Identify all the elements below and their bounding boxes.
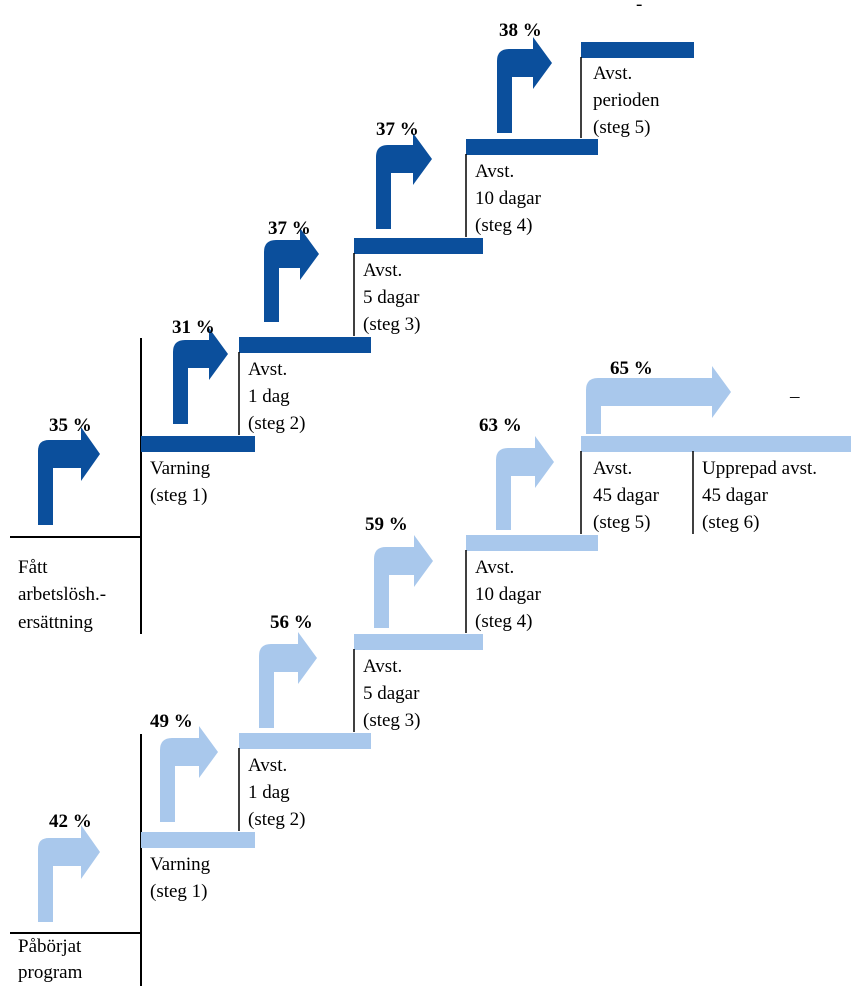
- lower-step-2-platform: [239, 733, 371, 749]
- lower-dash: –: [789, 386, 800, 407]
- upper-step-5-label: Avst. perioden (steg 5): [593, 63, 664, 138]
- lower-step-6-pct: 65 %: [610, 358, 653, 379]
- lower-step-3-platform: [354, 634, 483, 650]
- upper-arrow-3-icon: [264, 228, 319, 322]
- lower-arrow-4-icon: [374, 535, 433, 628]
- lower-start-label: Påbörjat program: [18, 936, 86, 983]
- upper-step-2-platform: [239, 337, 371, 353]
- upper-step-3-label: Avst. 5 dagar (steg 3): [363, 260, 424, 335]
- lower-step-5-label: Avst. 45 dagar (steg 5): [593, 458, 664, 533]
- lower-step-2-pct: 49 %: [150, 711, 193, 732]
- upper-step-1-pct: 35 %: [49, 415, 92, 436]
- lower-step-3-label: Avst. 5 dagar (steg 3): [363, 656, 424, 731]
- upper-arrow-1-icon: [38, 427, 100, 525]
- upper-step-2-label: Avst. 1 dag (steg 2): [248, 359, 306, 434]
- upper-step-4-platform: [466, 139, 598, 155]
- upper-step-5-platform: [581, 42, 694, 58]
- lower-step-2-label: Avst. 1 dag (steg 2): [248, 755, 306, 830]
- upper-arrow-2-icon: [173, 328, 228, 424]
- lower-step-3-pct: 56 %: [270, 612, 313, 633]
- lower-arrow-5-icon: [496, 436, 554, 530]
- lower-step-5-platform: [581, 436, 851, 452]
- upper-step-4-pct: 37 %: [376, 119, 419, 140]
- lower-step-1-platform: [141, 832, 255, 848]
- lower-arrow-3-icon: [259, 632, 317, 728]
- upper-arrow-5-icon: [497, 37, 552, 133]
- lower-arrow-2-icon: [160, 726, 218, 822]
- lower-step-5-pct: 63 %: [479, 415, 522, 436]
- upper-step-5-pct: 38 %: [499, 20, 542, 41]
- upper-step-1-label: Varning (steg 1): [150, 458, 215, 506]
- lower-step-4-pct: 59 %: [365, 514, 408, 535]
- lower-arrow-1-icon: [38, 825, 100, 922]
- upper-staircase: Fått arbetslösh.- ersättning 35 % 31 % 3…: [10, 0, 694, 634]
- upper-step-2-pct: 31 %: [172, 317, 215, 338]
- lower-arrow-6-icon: [586, 366, 731, 434]
- lower-step-1-pct: 42 %: [49, 811, 92, 832]
- lower-step-4-label: Avst. 10 dagar (steg 4): [475, 557, 546, 632]
- lower-step-4-platform: [466, 535, 598, 551]
- upper-arrow-4-icon: [376, 133, 432, 229]
- upper-step-1-platform: [141, 436, 255, 452]
- upper-start-label: Fått arbetslösh.- ersättning: [18, 557, 111, 633]
- lower-staircase: Påbörjat program 42 % 49 % 56 % 59 % 63 …: [10, 358, 851, 986]
- upper-step-3-platform: [354, 238, 483, 254]
- upper-step-3-pct: 37 %: [268, 218, 311, 239]
- upper-dash: -: [636, 0, 642, 15]
- lower-step-1-label: Varning (steg 1): [150, 854, 215, 902]
- lower-step-6-label: Upprepad avst. 45 dagar (steg 6): [702, 458, 822, 533]
- upper-step-4-label: Avst. 10 dagar (steg 4): [475, 161, 546, 236]
